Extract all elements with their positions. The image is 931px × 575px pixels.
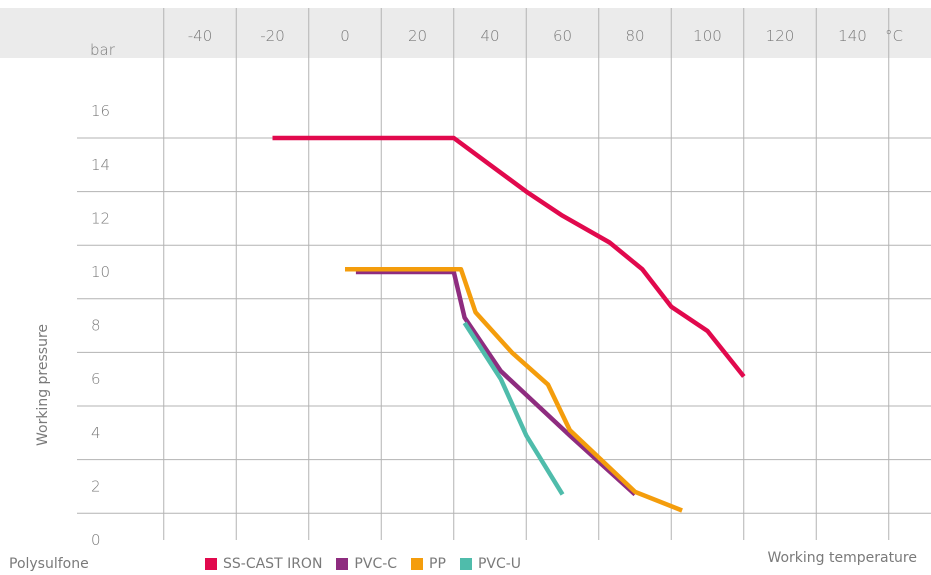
chart: 0 2 4 6 8 10 12 14 16 -40 -20 0 20 40 60 80 100 120 140 b… [0, 8, 931, 549]
x-tick-labels: -40 -20 0 20 40 60 80 100 120 140 [188, 27, 867, 45]
legend-label: SS-CAST IRON [223, 556, 323, 572]
legend-swatch [411, 558, 424, 570]
legend-item-ss-cast-iron: SS-CAST IRON [205, 556, 322, 572]
y-tick-label: 16 [91, 102, 110, 120]
legend-label: PVC-C [354, 556, 398, 572]
legend-label: PP [429, 556, 446, 572]
x-tick-label: 140 [838, 27, 867, 45]
x-tick-label: 20 [408, 27, 427, 45]
x-tick-label: 100 [693, 27, 722, 45]
series-line-pp [345, 267, 683, 513]
legend-swatch [459, 558, 472, 570]
x-tick-label: -20 [260, 27, 285, 45]
y-tick-label: 6 [91, 370, 101, 388]
series-line-pvc-c [355, 269, 637, 497]
y-tick-label: 14 [91, 156, 110, 174]
y-tick-labels: 0 2 4 6 8 10 12 14 16 [91, 102, 110, 549]
y-axis-title: Working pressure [35, 324, 51, 446]
x-tick-label: 0 [340, 27, 350, 45]
grid [77, 8, 931, 540]
legend-item-pp: PP [411, 556, 446, 572]
header-band [0, 8, 931, 58]
y-tick-label: 12 [91, 209, 110, 227]
x-axis-title: Working temperature [767, 550, 917, 566]
material-label: Polysulfone [9, 556, 89, 572]
y-unit-label: bar [90, 41, 116, 59]
legend-item-pvc-u: PVC-U [459, 556, 522, 572]
x-tick-label: 40 [480, 27, 499, 45]
legend-swatch [205, 558, 217, 570]
legend-item-pvc-c: PVC-C [336, 556, 397, 572]
series-lines [272, 135, 746, 513]
y-tick-label: 0 [91, 531, 101, 549]
legend: SS-CAST IRON PVC-C PP PVC-U [205, 556, 535, 572]
series-line-ss-cast-iron [272, 135, 746, 378]
x-unit-label: °C [885, 27, 903, 45]
series-line-pvc-u [462, 321, 565, 496]
legend-label: PVC-U [477, 556, 522, 572]
y-tick-label: 8 [91, 317, 101, 335]
y-tick-label: 2 [91, 477, 101, 495]
y-tick-label: 10 [91, 263, 110, 281]
x-tick-label: 60 [553, 27, 572, 45]
x-tick-label: 80 [625, 27, 644, 45]
footer: Polysulfone SS-CAST IRON PVC-C PP PVC-U Wor… [0, 550, 931, 575]
x-tick-label: 120 [766, 27, 795, 45]
x-tick-label: -40 [188, 27, 213, 45]
legend-swatch [336, 558, 349, 570]
y-tick-label: 4 [91, 424, 101, 442]
